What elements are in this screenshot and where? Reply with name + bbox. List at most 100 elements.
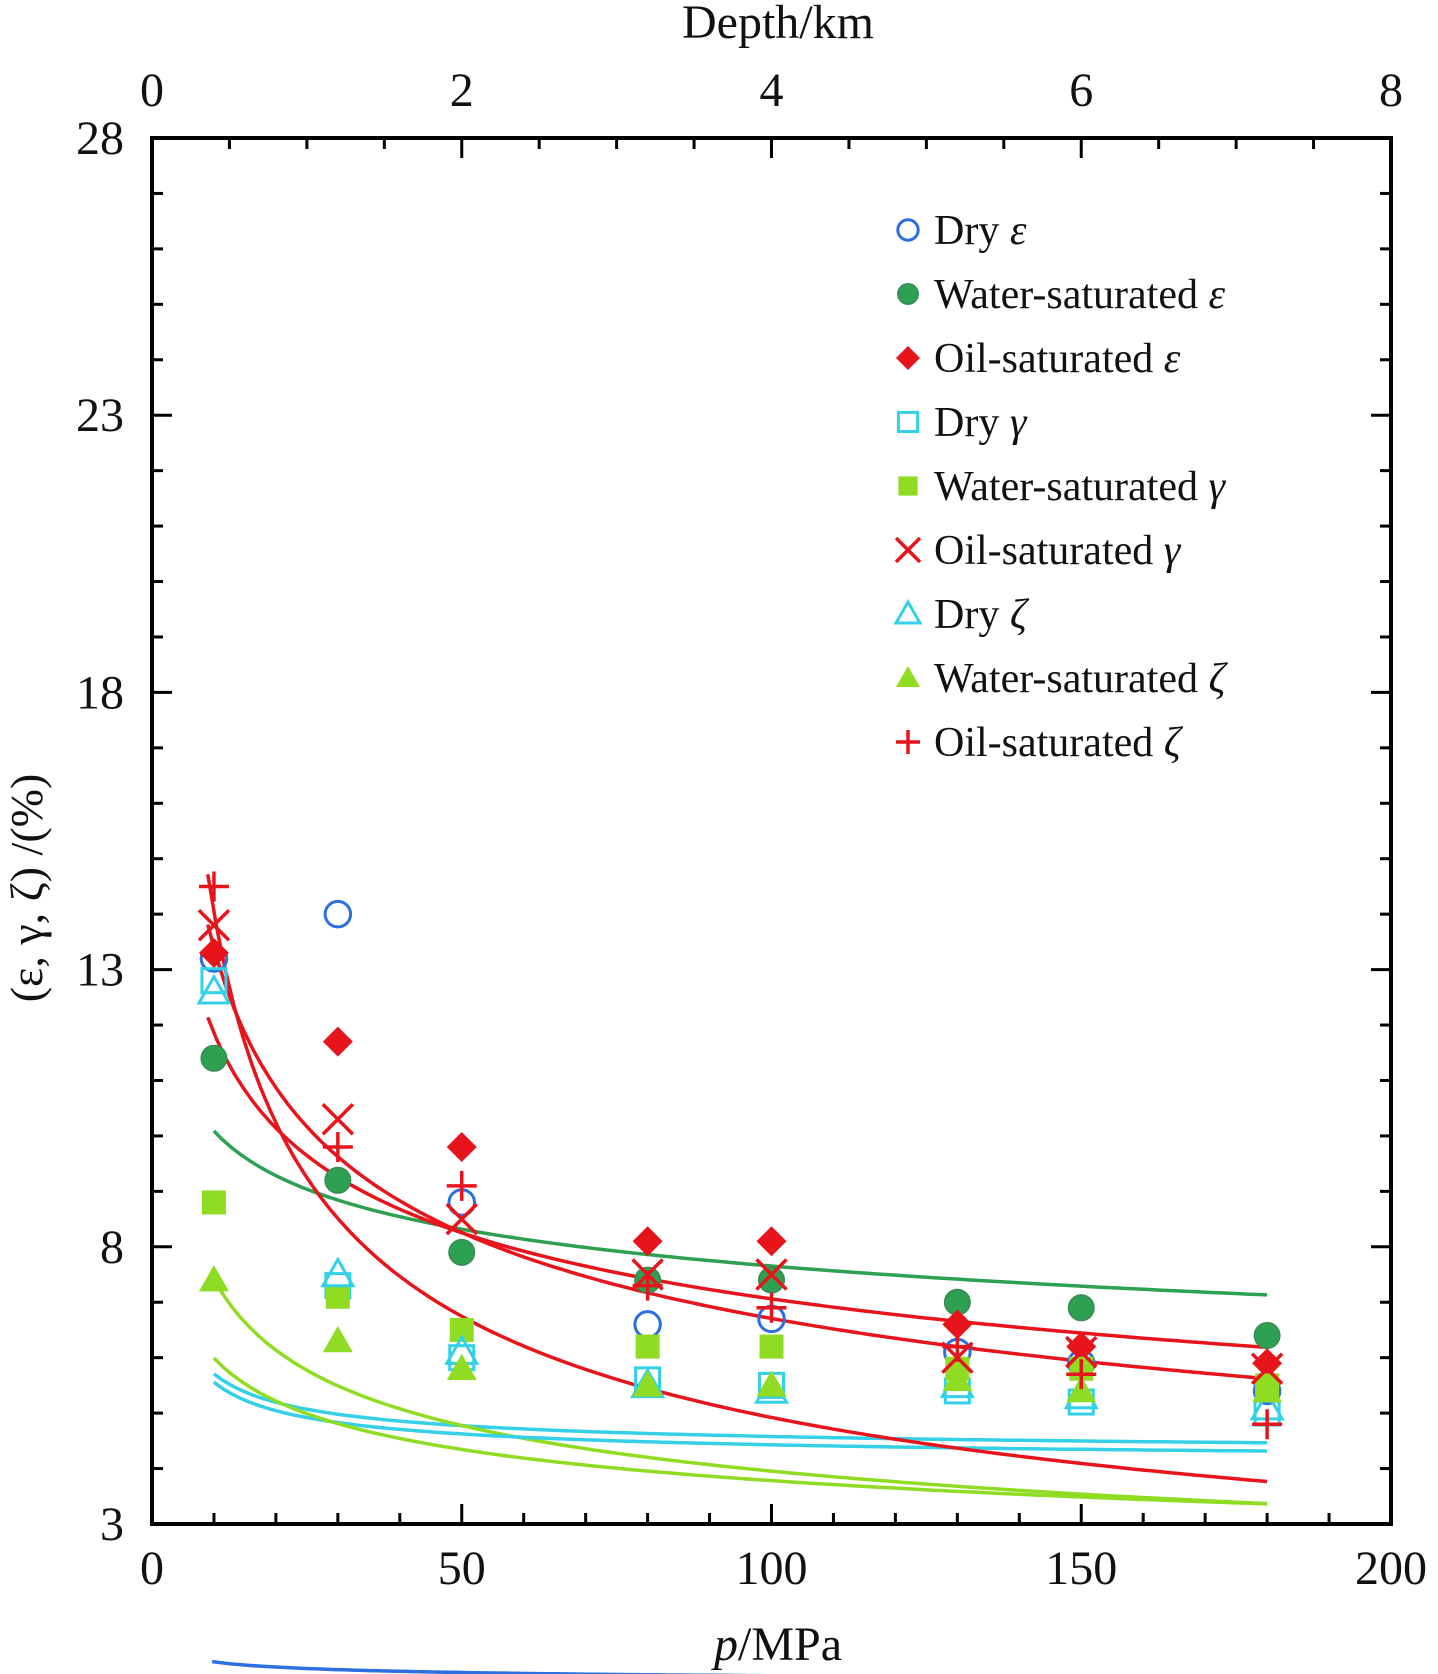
legend-label-text: Oil-saturated	[934, 336, 1164, 382]
legend-label-text: Dry	[934, 592, 1010, 638]
data-point	[756, 1370, 787, 1397]
data-point	[197, 909, 231, 942]
data-point	[635, 1334, 660, 1359]
x-tick-label: 50	[438, 1542, 486, 1595]
data-point	[1250, 1352, 1284, 1386]
legend-label: Oil-saturated ε	[934, 336, 1181, 382]
series-dry	[199, 899, 1282, 1406]
legend-label: Water-saturated ε	[934, 272, 1225, 318]
fit-curve	[212, 1356, 1268, 1506]
data-point	[1252, 1348, 1283, 1379]
y-tick-label: 18	[76, 666, 124, 719]
data-point	[1067, 1294, 1095, 1322]
legend-label: Water-saturated ζ	[934, 656, 1228, 702]
series-oil-saturated	[197, 909, 1284, 1386]
data-point	[322, 1026, 353, 1057]
legend-label-symbol: γ	[1164, 528, 1182, 574]
y-tick-label: 13	[76, 944, 124, 997]
data-point	[198, 937, 229, 968]
series-dry	[200, 967, 1281, 1427]
y-tick-label: 8	[100, 1221, 124, 1274]
legend-label: Dry γ	[934, 400, 1028, 446]
ticks-layer: 0 50 100 150 200 0 2 4 6 8 3 8 13 18 23 28	[76, 64, 1427, 1595]
data-point	[632, 1370, 663, 1397]
legend-label-symbol: ζ	[1010, 592, 1030, 638]
data-point	[446, 1353, 477, 1381]
legend-label-text: Dry	[934, 400, 1010, 446]
data-point	[445, 1202, 478, 1236]
legend-label-text: Oil-saturated	[934, 720, 1164, 766]
legend-label: Oil-saturated γ	[934, 528, 1182, 574]
legend-label: Dry ε	[934, 208, 1027, 254]
data-point	[320, 1256, 356, 1288]
x-tick-label: 200	[1355, 1542, 1427, 1595]
legend-label: Water-saturated γ	[934, 464, 1226, 510]
legend-label-text: Dry	[934, 208, 1010, 254]
y-tick-label: 3	[100, 1498, 124, 1551]
fit-curve	[212, 1372, 1268, 1445]
legend-label-symbol: ζ	[1208, 656, 1228, 702]
x-tick-label: 0	[140, 1542, 164, 1595]
legend-label-text: Water-saturated	[934, 272, 1208, 318]
legend-marker	[893, 598, 923, 625]
data-point	[633, 1310, 662, 1339]
top-tick-label: 4	[760, 64, 784, 117]
fit-curve	[212, 1278, 1268, 1506]
y-tick-label: 23	[76, 389, 124, 442]
fit-curve	[211, 1659, 771, 1674]
top-axis-title: Depth/km	[682, 0, 874, 49]
data-point	[759, 1334, 784, 1359]
legend-label-text: Oil-saturated	[934, 528, 1164, 574]
top-tick-label: 8	[1379, 64, 1403, 117]
data-point	[322, 1326, 353, 1353]
data-point	[321, 1103, 355, 1136]
data-point	[198, 1265, 229, 1292]
x-axis-title-var: p	[711, 1618, 738, 1671]
data-point	[446, 1170, 477, 1201]
legend-label-symbol: ε	[1010, 208, 1027, 254]
series-water-saturated	[198, 1265, 1283, 1403]
data-point	[1066, 1359, 1097, 1390]
x-axis-title-unit: /MPa	[738, 1618, 842, 1671]
fit-curves	[206, 874, 1268, 1674]
legend-label-symbol: γ	[1010, 400, 1028, 446]
data-point	[756, 1292, 787, 1323]
data-markers	[196, 871, 1285, 1440]
data-point	[201, 1190, 226, 1215]
data-point	[755, 1258, 788, 1291]
data-point	[448, 1238, 476, 1266]
data-point	[325, 1284, 350, 1309]
series-dry	[196, 973, 1285, 1421]
data-point	[942, 1331, 973, 1362]
legend-marker	[896, 666, 920, 687]
data-point	[758, 1266, 785, 1294]
data-point	[200, 1044, 228, 1072]
data-point	[196, 973, 232, 1005]
data-point	[1066, 1331, 1097, 1362]
legend-marker	[896, 410, 920, 434]
series-oil-saturated	[198, 871, 1283, 1440]
data-point	[1253, 1322, 1281, 1350]
data-point	[632, 1226, 663, 1257]
data-point	[1065, 1335, 1098, 1369]
legend-marker	[898, 476, 918, 496]
data-point	[942, 1309, 973, 1340]
legend-marker	[894, 536, 922, 564]
legend-marker	[896, 218, 920, 242]
legend-marker	[897, 283, 919, 305]
legend-label-text: Water-saturated	[934, 464, 1208, 510]
data-point	[200, 967, 228, 995]
legend-label-symbol: γ	[1208, 464, 1226, 510]
y-axis-title: (ε, γ, ζ) /(%)	[1, 774, 52, 1003]
legend-label: Oil-saturated ζ	[934, 720, 1184, 766]
top-tick-label: 0	[140, 64, 164, 117]
legend-label: Dry ζ	[934, 592, 1030, 638]
data-point	[756, 1226, 787, 1257]
fit-curve	[206, 924, 1268, 1381]
data-point	[446, 1132, 477, 1163]
y-tick-label: 28	[76, 112, 124, 165]
data-point	[324, 1166, 352, 1194]
data-point	[322, 1132, 353, 1163]
